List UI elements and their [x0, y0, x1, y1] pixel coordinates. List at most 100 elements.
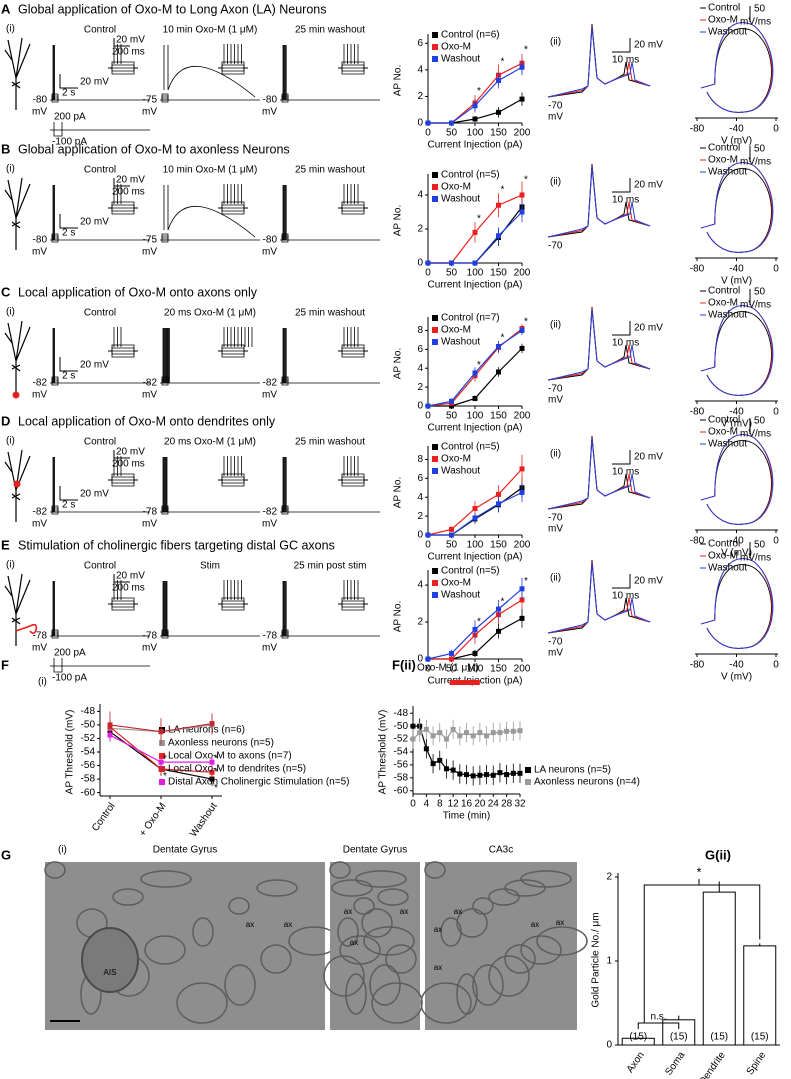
em-label: ax: [556, 918, 564, 927]
resting-potential: -82: [33, 507, 48, 518]
image-header: Dentate Gyrus: [153, 845, 217, 856]
data-point: [449, 532, 454, 538]
panel-letter: D: [1, 413, 10, 428]
significance: *: [477, 360, 481, 371]
step-response: [161, 237, 169, 240]
condition-label: 25 min washout: [295, 308, 365, 319]
data-point: [496, 78, 501, 83]
legend-label: Control (n=6): [441, 30, 500, 41]
neuron-soma: [11, 81, 21, 89]
legend-label: Oxo-M: [708, 427, 738, 438]
sub-label: (i): [58, 845, 67, 856]
panel-title: Global application of Oxo-M to Long Axon…: [18, 2, 327, 16]
x-tick-label: 100: [467, 664, 484, 675]
unit-label: mV: [262, 519, 277, 530]
spike-trace: [547, 166, 651, 238]
x-tick-label: 50: [446, 540, 458, 551]
scale-label: 50: [754, 144, 766, 155]
data-point: [437, 757, 443, 763]
legend-label: Axonless neurons (n=5): [168, 738, 274, 749]
x-tick-label: -80: [690, 660, 705, 671]
em-label: ax: [350, 938, 358, 947]
step-response: [51, 380, 59, 383]
data-point: [519, 490, 525, 495]
x-tick-label: 150: [490, 540, 507, 551]
em-texture: [361, 908, 393, 938]
scale-label: -100 pA: [52, 673, 87, 684]
puff-site: [12, 391, 20, 399]
spike-trace: [547, 438, 651, 510]
inset-step: [218, 64, 248, 69]
data-point: [472, 103, 478, 109]
data-point: [496, 202, 501, 208]
x-axis-label: V (mV): [721, 419, 752, 430]
legend-marker: [432, 444, 438, 450]
x-tick-label: -80: [690, 536, 705, 547]
unit-label: mV: [262, 643, 277, 654]
resting-potential: -70: [548, 101, 563, 112]
legend-label: Washout: [708, 439, 747, 450]
neuron-icon: [4, 37, 31, 110]
significance: n.s.: [650, 1012, 666, 1023]
data-point: [484, 772, 490, 778]
x-tick-label: 50: [446, 268, 458, 279]
inset-step: [218, 204, 248, 209]
y-tick-label: 4: [417, 190, 423, 201]
legend-marker: [525, 767, 531, 773]
em-texture: [323, 955, 365, 997]
data-point: [497, 730, 503, 736]
unit-label: mV: [142, 247, 157, 258]
x-tick-label: 12: [448, 799, 460, 810]
scale-bar: [59, 357, 78, 372]
neuron-soma: [11, 617, 21, 625]
em-texture: [176, 982, 228, 1024]
em-texture: [363, 926, 415, 956]
panel-title: Local application of Oxo-M onto axons on…: [18, 285, 258, 299]
bar: [702, 891, 736, 1046]
neuron-icon: [4, 449, 31, 522]
panel-title: Global application of Oxo-M to axonless …: [18, 142, 290, 156]
y-tick-label: 4: [417, 65, 423, 76]
data-point: [449, 403, 454, 409]
legend-label: Washout: [708, 563, 747, 574]
significance: *: [501, 333, 505, 344]
x-tick-label: 200: [514, 268, 531, 279]
data-point: [519, 466, 525, 472]
data-point: [425, 403, 431, 409]
phase-trace: [700, 22, 774, 113]
data-point: [417, 730, 423, 736]
data-point: [209, 769, 215, 775]
panel-letter: G(ii): [705, 847, 731, 862]
em-texture: [536, 926, 588, 956]
scale-label: 200 pA: [54, 112, 86, 123]
legend-label: Axonless neurons (n=4): [534, 777, 640, 788]
step-response: [51, 237, 59, 240]
x-tick-label: 0: [773, 124, 779, 135]
spike-trace: [547, 309, 651, 381]
x-axis-label: V (mV): [721, 548, 752, 559]
data-point: [464, 772, 469, 778]
sub-label: (i): [6, 164, 15, 175]
resting-potential: -78: [143, 507, 158, 518]
bracket: [637, 1022, 680, 1029]
significance: *: [163, 771, 167, 782]
data-point: [477, 730, 483, 736]
inset-step: [218, 476, 248, 481]
step-response: [51, 97, 59, 100]
data-point: [490, 772, 496, 778]
x-tick-label: 100: [467, 411, 484, 422]
em-texture: [192, 917, 214, 947]
scale-label: 2 s: [62, 228, 75, 239]
y-tick-label: -60: [81, 787, 96, 798]
scale-label: 10 ms: [612, 55, 639, 66]
y-tick-label: -50: [81, 720, 96, 731]
legend-marker: [432, 44, 438, 50]
y-tick-label: -58: [81, 774, 96, 785]
inset-step: [218, 207, 248, 215]
em-texture: [488, 955, 530, 997]
unit-label: mV: [548, 395, 563, 406]
scale-label: 2 s: [62, 500, 75, 511]
em-label: ax: [246, 920, 254, 929]
significance: *: [477, 86, 481, 97]
